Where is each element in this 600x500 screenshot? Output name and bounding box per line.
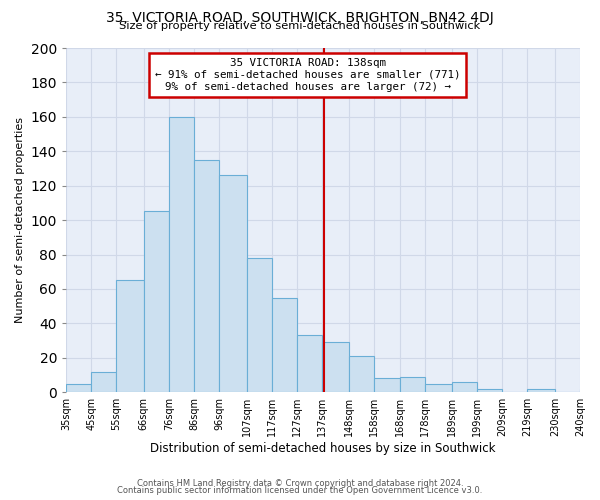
Bar bbox=[580, 389, 600, 392]
Text: 35, VICTORIA ROAD, SOUTHWICK, BRIGHTON, BN42 4DJ: 35, VICTORIA ROAD, SOUTHWICK, BRIGHTON, … bbox=[106, 11, 494, 25]
Bar bbox=[349, 356, 374, 392]
Bar bbox=[527, 389, 555, 392]
Bar bbox=[272, 298, 297, 392]
Bar bbox=[91, 372, 116, 392]
Text: Size of property relative to semi-detached houses in Southwick: Size of property relative to semi-detach… bbox=[119, 21, 481, 31]
Bar bbox=[425, 384, 452, 392]
Bar bbox=[219, 176, 247, 392]
X-axis label: Distribution of semi-detached houses by size in Southwick: Distribution of semi-detached houses by … bbox=[150, 442, 496, 455]
Text: Contains HM Land Registry data © Crown copyright and database right 2024.: Contains HM Land Registry data © Crown c… bbox=[137, 478, 463, 488]
Bar bbox=[247, 258, 272, 392]
Bar bbox=[297, 336, 322, 392]
Text: Contains public sector information licensed under the Open Government Licence v3: Contains public sector information licen… bbox=[118, 486, 482, 495]
Bar bbox=[477, 389, 502, 392]
Bar bbox=[452, 382, 477, 392]
Y-axis label: Number of semi-detached properties: Number of semi-detached properties bbox=[15, 117, 25, 323]
Bar bbox=[144, 212, 169, 392]
Bar bbox=[400, 376, 425, 392]
Bar bbox=[374, 378, 400, 392]
Bar bbox=[116, 280, 144, 392]
Bar bbox=[322, 342, 349, 392]
Bar bbox=[194, 160, 219, 392]
Bar bbox=[169, 117, 194, 392]
Text: 35 VICTORIA ROAD: 138sqm
← 91% of semi-detached houses are smaller (771)
9% of s: 35 VICTORIA ROAD: 138sqm ← 91% of semi-d… bbox=[155, 58, 460, 92]
Bar bbox=[66, 384, 91, 392]
